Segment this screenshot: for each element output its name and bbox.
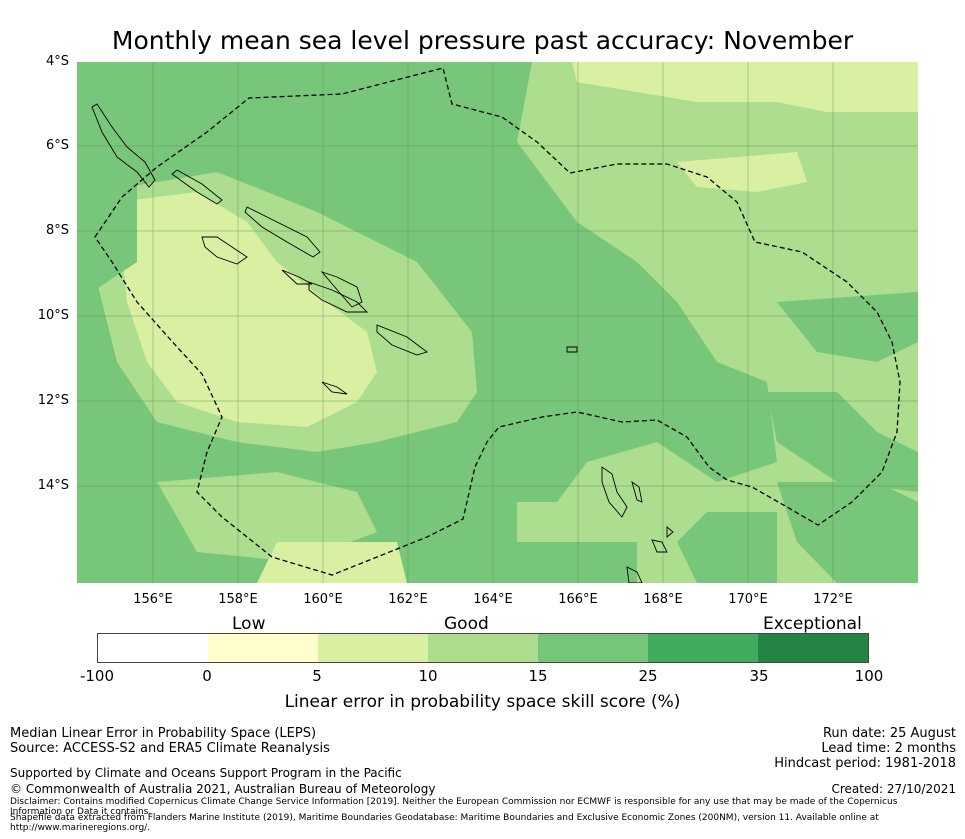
lon-label-164e: 164°E: [473, 592, 513, 607]
footer-run-date: Run date: 25 August: [822, 726, 956, 741]
small-island-2: [666, 526, 674, 538]
colorbar-category-exceptional: Exceptional: [763, 614, 862, 634]
lon-label-166e: 166°E: [558, 592, 598, 607]
footer-support: Supported by Climate and Oceans Support …: [10, 766, 402, 780]
colorbar-tick: -100: [79, 667, 115, 685]
eez-boundary: [94, 67, 901, 576]
footer-hindcast: Hindcast period: 1981-2018: [774, 756, 956, 771]
colorbar-bin-6: [648, 634, 758, 662]
colorbar-bin-3: [318, 634, 428, 662]
lat-label-8s: 8°S: [45, 223, 69, 238]
colorbar-bin-5: [538, 634, 648, 662]
colorbar-category-low: Low: [232, 614, 266, 634]
russell-coast: [281, 269, 313, 285]
colorbar-bin-1: [98, 634, 208, 662]
colorbar-tick: 0: [202, 667, 212, 685]
skill-region-yellow-green-south: [257, 542, 407, 583]
colorbar-tick: 5: [312, 667, 322, 685]
footer-disclaimer: Disclaimer: Contains modified Copernicus…: [10, 797, 898, 817]
colorbar-bin-2: [208, 634, 318, 662]
lon-label-160e: 160°E: [303, 592, 343, 607]
map-title: Monthly mean sea level pressure past acc…: [111, 26, 854, 55]
choiseul-coast: [171, 169, 223, 205]
lat-label-4s: 4°S: [45, 54, 69, 69]
colorbar-category-good: Good: [444, 614, 489, 634]
new-georgia-coast: [201, 236, 248, 265]
makira-coast: [376, 324, 428, 356]
skill-region-mid-patch-a: [577, 222, 717, 382]
bougainville-coast: [91, 103, 156, 188]
skill-region-mid-patch-b: [657, 362, 777, 482]
skill-region-west-edge: [77, 62, 137, 302]
gridlines: [77, 62, 918, 583]
skill-region-light-green-south: [157, 472, 377, 562]
footer-source: Source: ACCESS-S2 and ERA5 Climate Reana…: [10, 741, 330, 756]
colorbar-bin-7: [758, 634, 868, 662]
lat-label-12s: 12°S: [37, 393, 69, 408]
colorbar-tick: 15: [528, 667, 548, 685]
skill-region-yellow-green-west: [117, 192, 377, 427]
erromango-coast: [626, 566, 643, 583]
colorbar-tick: 10: [418, 667, 438, 685]
malekula-coast: [631, 480, 643, 503]
colorbar-title: Linear error in probability space skill …: [284, 692, 681, 712]
colorbar-bin-4: [428, 634, 538, 662]
skill-region-mid-patch-c: [777, 292, 918, 362]
footer-copyright: © Commonwealth of Australia 2021, Austra…: [10, 782, 436, 796]
footer-shapefile-credit: Shapefile data extracted from Flanders M…: [10, 813, 879, 833]
lon-label-158e: 158°E: [218, 592, 258, 607]
skill-region-mid-patch-e: [777, 482, 918, 583]
guadalcanal-coast: [308, 281, 369, 313]
colorbar: [97, 633, 869, 663]
skill-region-mid-patch-d: [767, 392, 918, 492]
lon-label-162e: 162°E: [388, 592, 428, 607]
colorbar-tick: 25: [638, 667, 658, 685]
lat-label-10s: 10°S: [37, 308, 69, 323]
skill-region-ne-yellow: [572, 62, 918, 112]
skill-region-ne-yellow-2: [677, 152, 807, 192]
skill-region-mid-patch-f: [677, 512, 777, 583]
colorbar-tick: 35: [749, 667, 769, 685]
lon-label-168e: 168°E: [643, 592, 683, 607]
small-island-1: [566, 346, 578, 353]
lon-label-170e: 170°E: [728, 592, 768, 607]
espiritu-santo-coast: [601, 466, 628, 518]
footer-created: Created: 27/10/2021: [831, 782, 956, 796]
santa-isabel-coast: [244, 206, 321, 258]
skill-map-canvas: [77, 62, 918, 583]
lon-label-156e: 156°E: [133, 592, 173, 607]
lat-label-14s: 14°S: [37, 478, 69, 493]
colorbar-tick: 100: [854, 667, 884, 685]
footer-method: Median Linear Error in Probability Space…: [10, 726, 317, 741]
lat-label-6s: 6°S: [45, 138, 69, 153]
malaita-coast: [320, 271, 363, 308]
skill-map: [77, 62, 918, 583]
rennell-coast: [321, 381, 348, 395]
lon-label-172e: 172°E: [813, 592, 853, 607]
efate-coast: [651, 539, 668, 553]
coastlines: [91, 103, 674, 583]
footer-lead-time: Lead time: 2 months: [821, 741, 956, 756]
